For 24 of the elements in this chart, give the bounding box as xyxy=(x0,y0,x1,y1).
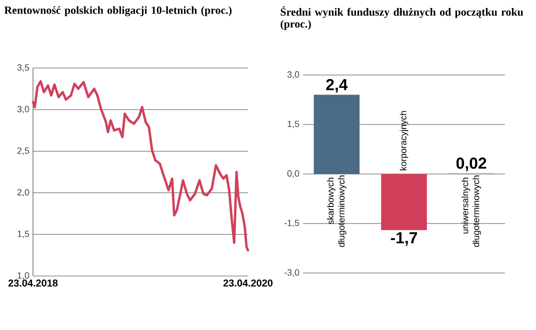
chart-title: Rentowność polskich obligacji 10-letnich (proc.) xyxy=(4,6,232,16)
y-tick-label: -3,0 xyxy=(284,269,300,277)
y-tick-label: -1,5 xyxy=(284,220,300,228)
y-tick-label: 2,5 xyxy=(17,147,30,155)
y-tick-label: 3,0 xyxy=(287,71,300,79)
bar xyxy=(314,94,360,174)
data-label: 2,4 xyxy=(326,79,348,93)
data-label: 0,02 xyxy=(456,158,486,172)
x-tick-label: 23.04.2020 xyxy=(223,280,273,287)
x-tick-label: uniwersalnych długoterminowych xyxy=(462,176,481,247)
line-series xyxy=(32,80,250,252)
y-tick-label: 3,5 xyxy=(17,64,30,72)
y-tick-label: 1,5 xyxy=(288,120,300,128)
y-tick-label: 1,5 xyxy=(18,230,30,238)
x-tick-label: korporacyjnych xyxy=(400,111,408,170)
data-label: -1,7 xyxy=(390,232,418,246)
y-tick-label: 2,0 xyxy=(17,189,30,196)
bar xyxy=(381,174,427,230)
x-tick-label: 23.04.2018 xyxy=(8,280,58,287)
y-tick-label: 1,0 xyxy=(18,272,30,280)
chart-title: Średni wynik funduszy dłużnych od początku roku (proc.) xyxy=(280,6,524,30)
y-tick-label: 0,0 xyxy=(287,170,300,178)
x-tick-label: skarbowych długoterminowych xyxy=(327,176,346,247)
y-tick-label: 3,0 xyxy=(17,106,30,114)
